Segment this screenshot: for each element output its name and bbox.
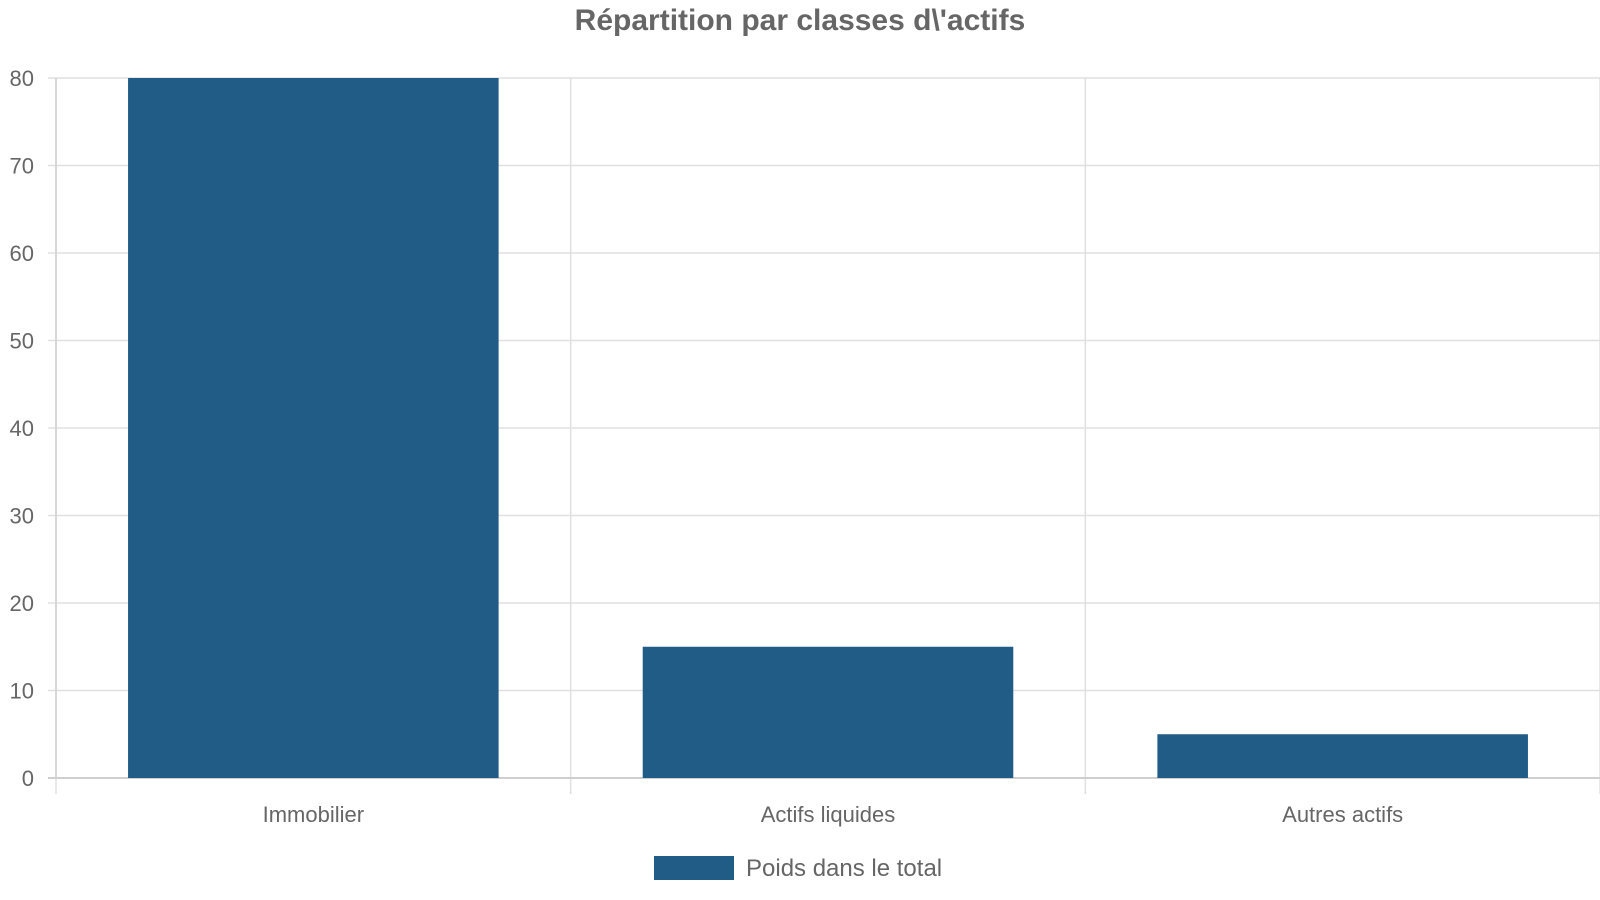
y-tick-label: 60 xyxy=(10,241,34,266)
x-axis-tick-labels: Immobilier Actifs liquides Autres actifs xyxy=(263,802,1404,827)
y-axis-tick-labels: 0 10 20 30 40 50 60 70 80 xyxy=(10,66,34,791)
bars xyxy=(128,78,1528,778)
x-tick-label: Autres actifs xyxy=(1282,802,1403,827)
bar-immobilier[interactable] xyxy=(128,78,499,778)
legend[interactable]: Poids dans le total xyxy=(654,855,942,882)
legend-swatch[interactable] xyxy=(654,856,734,880)
bar-actifs-liquides[interactable] xyxy=(642,646,1014,778)
legend-label[interactable]: Poids dans le total xyxy=(746,855,942,882)
y-tick-label: 20 xyxy=(10,591,34,616)
y-tick-label: 30 xyxy=(10,504,34,529)
y-tick-label: 10 xyxy=(10,679,34,704)
x-tick-label: Immobilier xyxy=(263,802,364,827)
bar-autres-actifs[interactable] xyxy=(1157,734,1528,778)
y-tick-label: 50 xyxy=(10,329,34,354)
y-tick-label: 80 xyxy=(10,66,34,91)
y-tick-label: 40 xyxy=(10,416,34,441)
y-tick-label: 0 xyxy=(22,766,34,791)
chart-title: Répartition par classes d\'actifs xyxy=(575,4,1026,37)
y-tick-label: 70 xyxy=(10,154,34,179)
x-tick-label: Actifs liquides xyxy=(761,802,896,827)
